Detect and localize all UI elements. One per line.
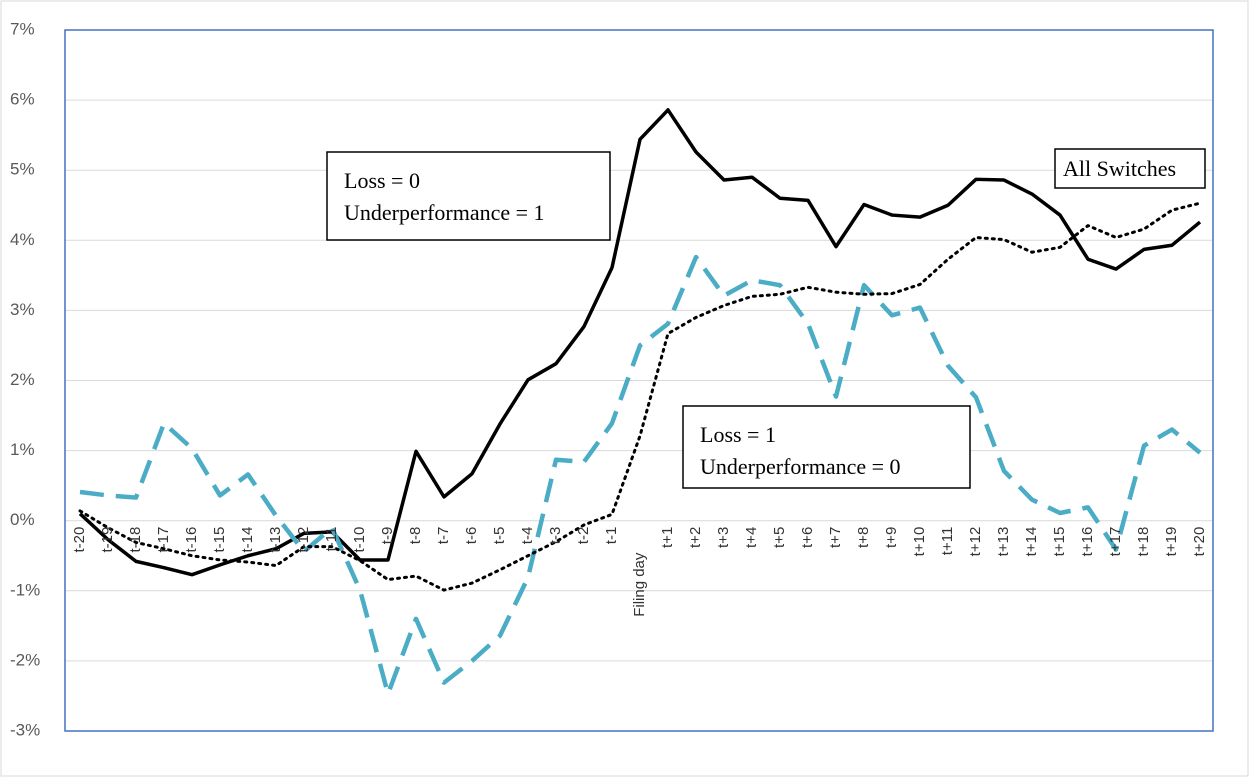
x-tick-label: t-4 (519, 527, 536, 545)
x-tick-label: t-17 (155, 527, 172, 553)
x-tick-label: t+11 (939, 527, 956, 556)
x-tick-label: t+13 (995, 527, 1012, 557)
lines (78, 108, 1202, 697)
x-tick-label: t-5 (491, 527, 508, 545)
annotation-text: Loss = 1 (700, 422, 776, 447)
x-tick-label: t+3 (715, 527, 732, 548)
x-tick-label: t+5 (771, 527, 788, 548)
series-line (78, 108, 1202, 577)
x-tick-label: t-16 (183, 527, 200, 553)
x-tick-label: t-9 (379, 527, 396, 545)
x-tick-label: t-12 (295, 527, 312, 553)
y-tick-label: -3% (10, 720, 40, 739)
x-tick-label: t-18 (127, 527, 144, 553)
x-tick-label: t+14 (1023, 527, 1040, 557)
x-tick-label: t+10 (911, 527, 928, 557)
x-tick-label: t+9 (883, 527, 900, 548)
x-tick-label: t-3 (547, 527, 564, 545)
x-tick-label: t+12 (967, 527, 984, 557)
x-tick-label: t+2 (687, 527, 704, 548)
x-tick-label: Filing day (631, 552, 648, 617)
y-tick-label: 6% (10, 90, 35, 109)
x-tick-label: t-15 (211, 527, 228, 553)
annotation-box (682, 405, 971, 489)
x-tick-label: t-7 (435, 527, 452, 545)
x-tick-label: t-20 (71, 527, 88, 553)
x-tick-label: t-13 (267, 527, 284, 553)
annotation-text: Loss = 0 (344, 168, 420, 193)
y-tick-label: -2% (10, 650, 40, 669)
x-tick-label: t-14 (239, 527, 256, 553)
x-tick-label: t+17 (1107, 527, 1124, 557)
annotation-box (326, 151, 611, 241)
y-tick-label: 0% (10, 510, 35, 529)
x-tick-label: t-1 (603, 527, 620, 545)
y-tick-label: 3% (10, 300, 35, 319)
x-tick-label: t-19 (99, 527, 116, 553)
x-tick-label: t+8 (855, 527, 872, 548)
x-tick-label: t+18 (1135, 527, 1152, 557)
x-tick-label: t+16 (1079, 527, 1096, 557)
labels: -3% -2% -1% 0% 1% 2% 3% 4% 5% 6% 7% t-20 t-19 t-18 t-1… (10, 19, 1208, 739)
x-tick-label: t+20 (1191, 527, 1208, 557)
x-tick-label: t+19 (1163, 527, 1180, 557)
x-tick-label: t+6 (799, 527, 816, 548)
annotation-text: Underperformance = 0 (700, 454, 901, 479)
x-tick-label: t+15 (1051, 527, 1068, 557)
series-line (79, 254, 1202, 697)
annotation-text: Underperformance = 1 (344, 200, 545, 225)
y-tick-label: 5% (10, 160, 35, 179)
x-tick-label: t-8 (407, 527, 424, 545)
x-tick-label: t-2 (575, 527, 592, 545)
y-tick-label: 2% (10, 370, 35, 389)
annotation-box (1054, 148, 1206, 189)
x-tick-label: t-6 (463, 527, 480, 545)
annotation-text: All Switches (1063, 156, 1176, 181)
y-tick-label: -1% (10, 580, 40, 599)
y-tick-label: 4% (10, 230, 35, 249)
annotations: Loss = 0 Underperformance = 1 Loss = 1 Unde… (326, 148, 1206, 489)
x-tick-label: t+4 (743, 527, 760, 548)
y-tick-label: 7% (10, 19, 35, 38)
y-tick-label: 1% (10, 440, 35, 459)
x-tick-label: t-11 (323, 527, 340, 552)
x-tick-label: t+1 (659, 527, 676, 548)
x-tick-label: t+7 (827, 527, 844, 548)
plot-area (64, 29, 1214, 732)
x-tick-label: t-10 (351, 527, 368, 553)
series-line (78, 201, 1202, 592)
